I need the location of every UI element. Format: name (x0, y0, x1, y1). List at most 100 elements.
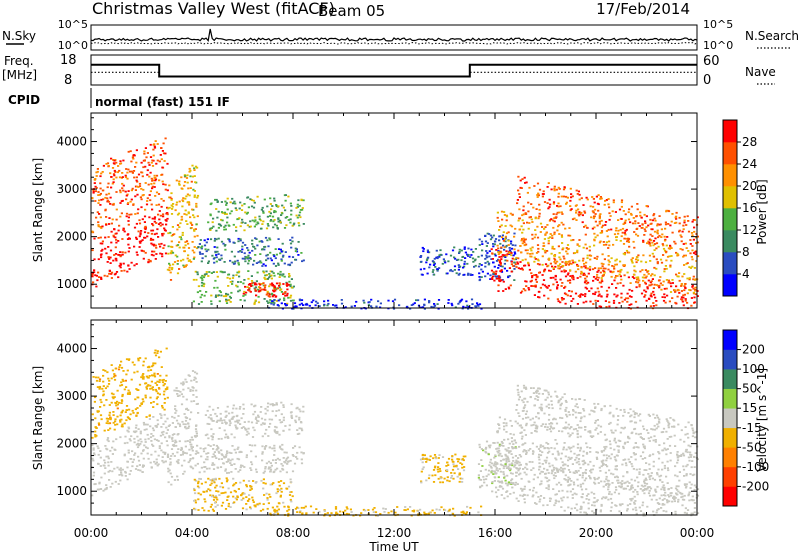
scatter-point (203, 509, 206, 512)
scatter-point (210, 435, 213, 437)
scatter-point (580, 488, 584, 491)
scatter-point (255, 294, 258, 297)
scatter-point (670, 255, 673, 257)
scatter-point (521, 290, 524, 293)
scatter-point (647, 486, 650, 488)
scatter-point (579, 213, 582, 216)
scatter-point (210, 227, 213, 229)
scatter-point (171, 433, 174, 436)
scatter-point (488, 464, 491, 467)
scatter-point (143, 231, 147, 234)
velocity-region-1 (91, 347, 169, 439)
scatter-point (486, 252, 489, 254)
scatter-point (459, 299, 463, 302)
scatter-point (689, 239, 692, 241)
scatter-point (184, 175, 187, 177)
scatter-point (279, 270, 282, 273)
scatter-point (297, 199, 300, 202)
scatter-point (171, 452, 174, 455)
scatter-point (121, 251, 124, 254)
scatter-point (273, 285, 276, 287)
scatter-point (156, 228, 159, 231)
scatter-point (594, 299, 597, 302)
scatter-point (512, 443, 515, 445)
scatter-point (443, 260, 446, 262)
scatter-point (541, 248, 544, 250)
scatter-point (432, 269, 435, 271)
scatter-point (220, 449, 223, 452)
scatter-point (646, 242, 649, 245)
scatter-point (138, 464, 141, 466)
scatter-point (105, 193, 108, 196)
scatter-point (569, 471, 572, 473)
scatter-point (535, 491, 538, 494)
scatter-point (671, 231, 674, 234)
scatter-point (278, 484, 281, 487)
scatter-point (289, 285, 292, 288)
scatter-point (691, 265, 694, 268)
scatter-point (188, 167, 191, 170)
scatter-point (150, 253, 153, 256)
scatter-point (463, 466, 466, 468)
power-region-11 (516, 175, 699, 256)
scatter-point (274, 248, 277, 250)
scatter-point (235, 274, 238, 276)
scatter-point (262, 508, 265, 511)
scatter-point (300, 198, 303, 201)
scatter-point (560, 483, 563, 486)
cpid-value: normal (fast) 151 IF (95, 95, 230, 109)
scatter-point (274, 468, 277, 471)
scatter-point (99, 465, 102, 467)
scatter-point (151, 185, 154, 188)
scatter-point (121, 423, 124, 426)
scatter-point (670, 259, 673, 262)
scatter-point (147, 261, 150, 264)
scatter-point (456, 475, 459, 478)
scatter-point (488, 233, 491, 235)
scatter-point (574, 270, 577, 273)
scatter-point (211, 221, 214, 224)
scatter-point (562, 298, 565, 300)
scatter-point (185, 417, 189, 419)
scatter-point (114, 257, 117, 260)
scatter-point (673, 500, 676, 503)
scatter-point (176, 260, 179, 262)
scatter-point (141, 250, 144, 252)
scatter-point (189, 458, 192, 460)
scatter-point (612, 199, 615, 202)
scatter-point (163, 390, 166, 393)
scatter-point (593, 293, 596, 296)
scatter-point (278, 502, 281, 505)
scatter-point (180, 403, 184, 406)
scatter-point (622, 445, 625, 448)
scatter-point (230, 433, 233, 436)
scatter-point (581, 294, 584, 296)
scatter-point (692, 291, 695, 294)
scatter-point (122, 370, 125, 372)
scatter-point (227, 458, 230, 461)
scatter-point (135, 179, 138, 182)
scatter-point (275, 431, 278, 434)
scatter-point (442, 258, 445, 261)
scatter-point (190, 447, 193, 450)
scatter-point (204, 458, 208, 461)
scatter-point (642, 239, 645, 242)
scatter-point (122, 227, 125, 230)
scatter-point (592, 512, 596, 514)
scatter-point (539, 495, 543, 497)
scatter-point (615, 227, 618, 229)
scatter-point (562, 448, 565, 451)
scatter-point (649, 244, 652, 247)
scatter-point (498, 468, 501, 470)
scatter-point (692, 238, 695, 241)
scatter-point (169, 472, 172, 475)
scatter-point (617, 232, 620, 235)
scatter-point (594, 220, 597, 223)
scatter-point (552, 201, 556, 204)
scatter-point (209, 238, 213, 241)
scatter-point (562, 265, 565, 267)
scatter-point (241, 204, 244, 207)
scatter-point (144, 147, 147, 149)
scatter-point (691, 220, 694, 223)
scatter-point (422, 306, 425, 309)
